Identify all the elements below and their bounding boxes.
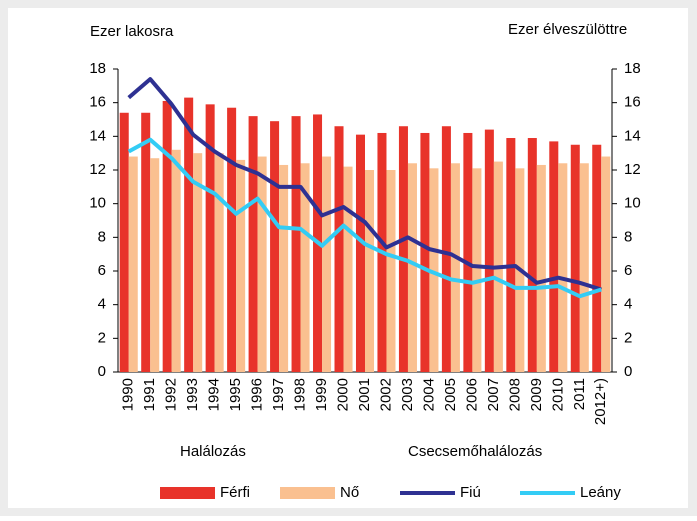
x-tick-label: 2012+) xyxy=(592,378,609,425)
x-tick-label: 1997 xyxy=(270,378,287,411)
bar xyxy=(398,126,408,372)
y2-tick-label: 0 xyxy=(624,363,632,380)
line xyxy=(127,77,602,292)
bar xyxy=(184,97,194,372)
y-tick-label: 2 xyxy=(98,329,106,346)
bar xyxy=(355,134,365,372)
x-tick-label: 1995 xyxy=(227,378,244,411)
bar xyxy=(150,158,160,372)
bar xyxy=(506,138,516,372)
x-tick-label: 2010 xyxy=(549,378,566,411)
bar xyxy=(592,144,602,372)
bar xyxy=(248,116,258,372)
x-tick-label: 1992 xyxy=(163,378,180,411)
y2-tick-label: 4 xyxy=(624,296,632,313)
y2-tick-label: 10 xyxy=(624,195,641,212)
y2-tick-label: 6 xyxy=(624,262,632,279)
x-tick-label: 2003 xyxy=(399,378,416,411)
legend-swatch xyxy=(280,487,335,499)
y-tick-label: 0 xyxy=(98,363,106,380)
x-tick-label: 2007 xyxy=(485,378,502,411)
bar xyxy=(334,126,344,372)
y-tick-label: 12 xyxy=(89,161,106,178)
bar xyxy=(193,153,203,372)
bar xyxy=(343,166,353,372)
x-tick-label: 2000 xyxy=(334,378,351,411)
y-tick-label: 4 xyxy=(98,296,106,313)
y2-tick-label: 12 xyxy=(624,161,641,178)
bar xyxy=(141,112,151,373)
bar xyxy=(214,153,224,372)
legend-label: Leány xyxy=(580,484,621,501)
bar xyxy=(257,156,267,372)
bar xyxy=(322,156,332,372)
y-tick-label: 14 xyxy=(89,127,106,144)
bar xyxy=(558,163,568,372)
x-tick-label: 1993 xyxy=(184,378,201,411)
bar xyxy=(236,159,246,372)
y2-tick-label: 14 xyxy=(624,127,641,144)
x-tick-label: 2011 xyxy=(571,378,588,410)
bar xyxy=(162,100,172,372)
x-tick-label: 2002 xyxy=(377,378,394,411)
bar xyxy=(119,112,129,373)
bar xyxy=(128,156,138,372)
x-tick-label: 1996 xyxy=(249,378,266,411)
x-tick-label: 1999 xyxy=(313,378,330,411)
x-tick-label: 1998 xyxy=(292,378,309,411)
y2-tick-label: 18 xyxy=(624,60,641,77)
line xyxy=(127,137,602,299)
x-tick-label: 2005 xyxy=(442,378,459,411)
legend-label: Nő xyxy=(340,484,359,501)
x-tick-label: 1991 xyxy=(141,378,158,411)
x-tick-label: 2008 xyxy=(506,378,523,411)
legend-label: Férfi xyxy=(220,484,250,501)
bar xyxy=(420,132,430,372)
y-tick-label: 16 xyxy=(89,94,106,111)
bar xyxy=(407,163,417,372)
annotation: Csecsemőhalálozás xyxy=(408,443,542,460)
bar xyxy=(549,141,559,372)
bar xyxy=(270,121,280,372)
bar xyxy=(536,164,546,372)
x-tick-label: 1994 xyxy=(206,378,223,411)
bar xyxy=(570,144,580,372)
x-tick-label: 2001 xyxy=(356,378,373,411)
y-tick-label: 8 xyxy=(98,228,106,245)
y2-tick-label: 2 xyxy=(624,329,632,346)
legend-swatch xyxy=(160,487,215,499)
bar xyxy=(463,132,473,372)
annotation: Halálozás xyxy=(180,443,246,460)
x-tick-label: 2006 xyxy=(463,378,480,411)
bar xyxy=(579,163,589,372)
bar xyxy=(205,104,215,372)
y-tick-label: 6 xyxy=(98,262,106,279)
x-tick-label: 2004 xyxy=(420,378,437,411)
bar xyxy=(601,156,611,372)
bar xyxy=(300,163,310,372)
bar xyxy=(484,129,494,372)
bar xyxy=(527,138,537,372)
y-tick-label: 10 xyxy=(89,195,106,212)
bar xyxy=(450,163,460,372)
bar xyxy=(472,168,482,372)
y2-axis-label: Ezer élveszülöttre xyxy=(508,21,627,38)
bar xyxy=(227,107,237,372)
legend-label: Fiú xyxy=(460,484,481,501)
bar xyxy=(279,164,289,372)
bar xyxy=(386,170,396,372)
x-tick-label: 1990 xyxy=(120,378,137,411)
y2-tick-label: 8 xyxy=(624,228,632,245)
bar xyxy=(291,116,301,372)
y-tick-label: 18 xyxy=(89,60,106,77)
y2-tick-label: 16 xyxy=(624,94,641,111)
bar xyxy=(171,149,181,372)
y-axis-label: Ezer lakosra xyxy=(90,23,174,40)
bar xyxy=(365,170,375,372)
bar xyxy=(429,168,439,372)
bar xyxy=(441,126,451,372)
x-tick-label: 2009 xyxy=(528,378,545,411)
